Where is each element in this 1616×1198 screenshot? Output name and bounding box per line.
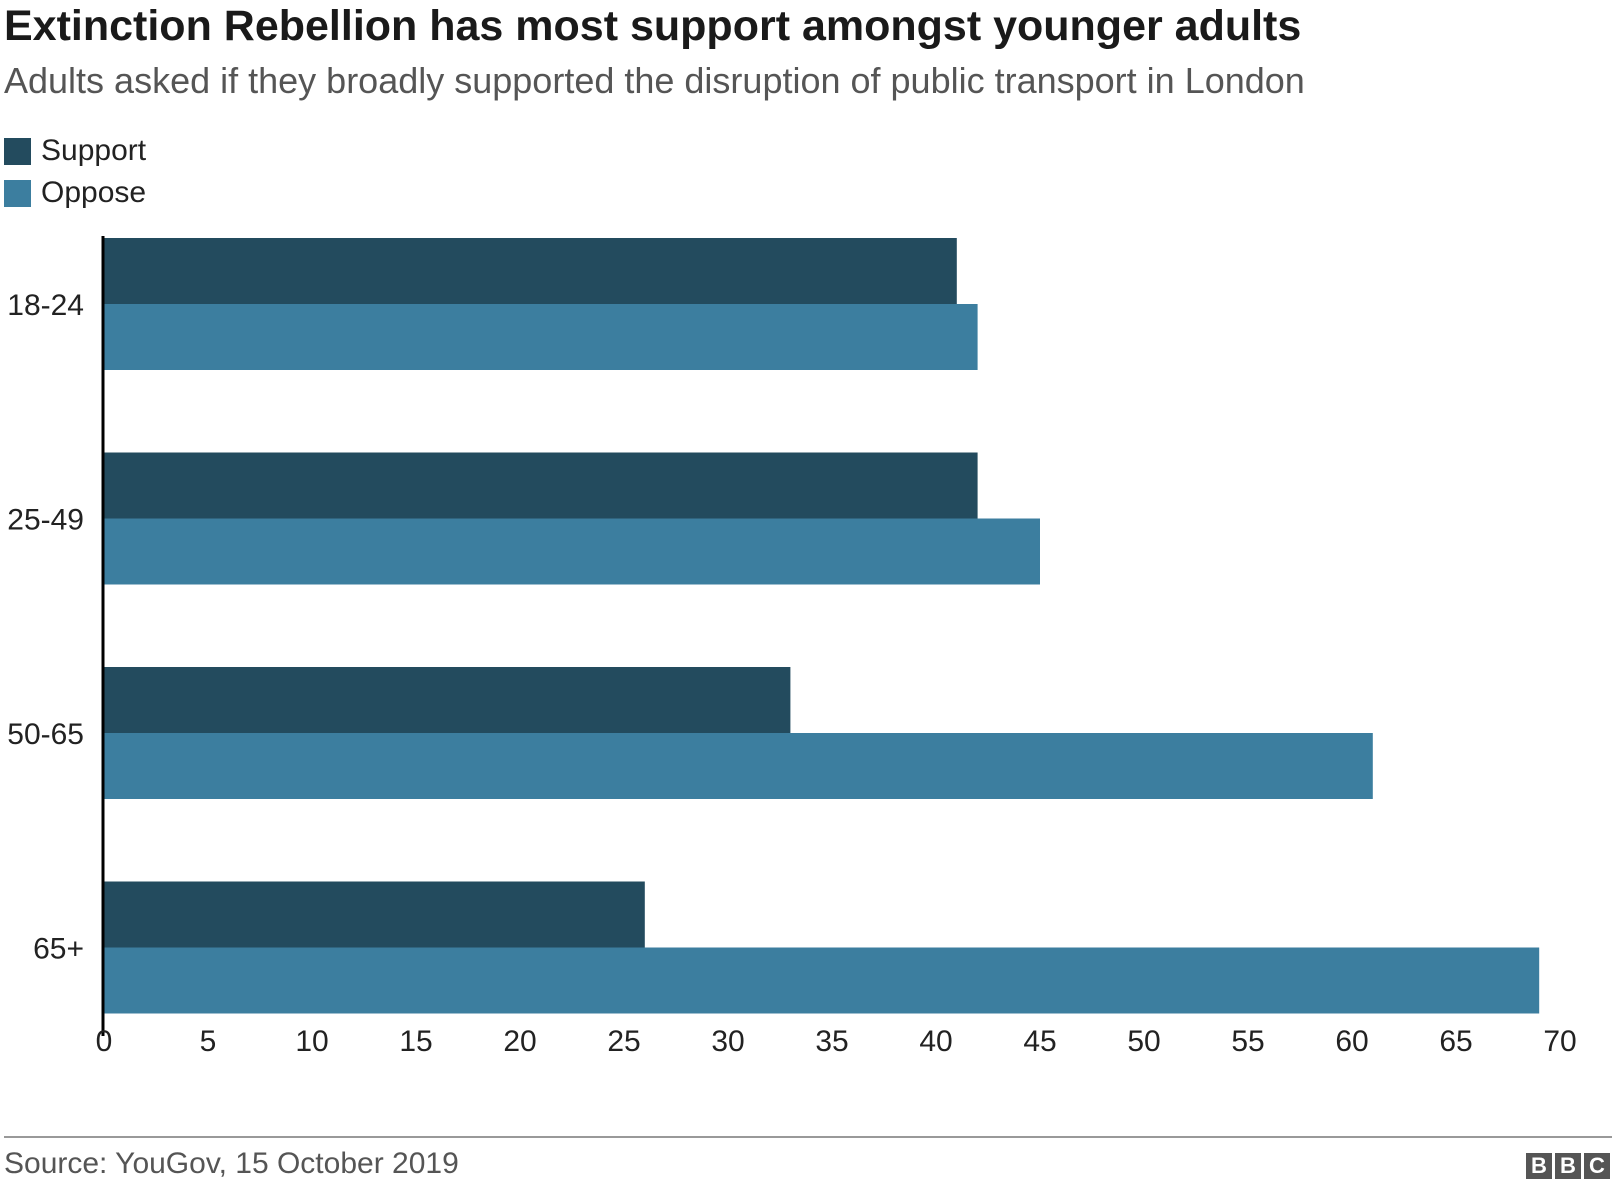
legend: Support Oppose — [4, 130, 146, 214]
x-tick-label: 45 — [1023, 1025, 1056, 1058]
chart-subtitle: Adults asked if they broadly supported t… — [4, 60, 1305, 101]
category-label: 65+ — [33, 933, 84, 966]
legend-item-oppose: Oppose — [4, 172, 146, 214]
bar-support-18-24 — [104, 238, 957, 304]
source-note: Source: YouGov, 15 October 2019 — [4, 1147, 459, 1180]
bar-oppose-65+ — [104, 947, 1540, 1014]
legend-label-support: Support — [41, 134, 147, 167]
chart-title: Extinction Rebellion has most support am… — [4, 2, 1302, 50]
category-label: 18-24 — [7, 289, 84, 322]
logo-letter: B — [1555, 1153, 1581, 1179]
x-tick-label: 35 — [815, 1025, 848, 1058]
legend-label-oppose: Oppose — [41, 176, 147, 209]
bar-chart: 18-24 25-49 50-65 65+ 0 5 10 15 20 25 30 35 40 45 50 55… — [7, 236, 1577, 1058]
bar-support-25-49 — [104, 452, 978, 519]
x-tick-label: 30 — [711, 1025, 744, 1058]
bar-oppose-18-24 — [104, 304, 978, 370]
x-tick-label: 60 — [1335, 1025, 1368, 1058]
legend-swatch-oppose — [4, 179, 31, 207]
x-tick-label: 40 — [919, 1025, 952, 1058]
bar-support-65+ — [104, 881, 645, 948]
x-tick-label: 10 — [295, 1025, 328, 1058]
bar-support-50-65 — [104, 667, 791, 733]
bbc-logo: B B C — [1526, 1153, 1610, 1179]
x-tick-label: 15 — [399, 1025, 432, 1058]
logo-letter: B — [1526, 1153, 1552, 1179]
x-tick-label: 55 — [1231, 1025, 1264, 1058]
x-tick-label: 65 — [1439, 1025, 1472, 1058]
logo-letter: C — [1584, 1153, 1610, 1179]
category-label: 50-65 — [7, 718, 84, 751]
x-tick-label: 25 — [607, 1025, 640, 1058]
x-tick-label: 20 — [503, 1025, 536, 1058]
bar-oppose-25-49 — [104, 518, 1040, 585]
x-tick-label: 70 — [1543, 1025, 1576, 1058]
x-tick-label: 5 — [200, 1025, 217, 1058]
bar-oppose-50-65 — [104, 733, 1373, 799]
x-tick-label: 50 — [1127, 1025, 1160, 1058]
legend-swatch-support — [4, 137, 31, 165]
category-label: 25-49 — [7, 504, 84, 537]
legend-item-support: Support — [4, 130, 146, 172]
x-tick-label: 0 — [96, 1025, 113, 1058]
footer-divider — [4, 1136, 1612, 1138]
